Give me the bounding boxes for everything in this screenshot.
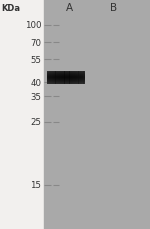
Bar <box>46 80 85 81</box>
Bar <box>46 83 85 84</box>
Bar <box>75 71 76 84</box>
Bar <box>67 71 68 84</box>
Bar <box>58 71 59 84</box>
Bar <box>53 71 54 84</box>
Text: A: A <box>65 3 73 13</box>
Bar <box>46 71 48 84</box>
Bar <box>61 71 62 84</box>
Text: 25: 25 <box>30 117 41 127</box>
Text: 100: 100 <box>25 21 41 30</box>
Bar <box>46 82 85 83</box>
Bar <box>69 71 71 84</box>
Bar <box>59 71 61 84</box>
Bar <box>81 71 82 84</box>
Bar <box>46 73 85 74</box>
Bar <box>71 71 72 84</box>
Bar <box>46 78 85 79</box>
Bar <box>83 71 85 84</box>
Bar <box>78 71 80 84</box>
Bar <box>46 72 85 73</box>
Bar <box>57 71 58 84</box>
Text: 40: 40 <box>30 79 41 88</box>
Bar <box>54 71 56 84</box>
Text: 55: 55 <box>30 56 41 65</box>
Bar <box>46 74 85 75</box>
Text: B: B <box>110 3 118 13</box>
Bar <box>52 71 53 84</box>
Text: 70: 70 <box>30 38 41 47</box>
Bar <box>49 71 51 84</box>
Bar <box>66 71 67 84</box>
Bar <box>46 79 85 80</box>
Bar <box>82 71 84 84</box>
Bar <box>77 71 79 84</box>
Bar <box>63 71 64 84</box>
Text: 15: 15 <box>30 180 41 189</box>
Text: 35: 35 <box>30 92 41 101</box>
Bar <box>46 81 85 82</box>
Bar <box>76 71 77 84</box>
Bar <box>46 73 85 74</box>
Bar <box>80 71 81 84</box>
Bar <box>46 83 85 84</box>
Bar <box>46 77 85 78</box>
Bar <box>46 78 85 79</box>
Text: KDa: KDa <box>2 4 21 13</box>
Bar <box>48 71 49 84</box>
Bar <box>50 71 52 84</box>
Bar <box>46 82 85 83</box>
Bar <box>46 72 85 73</box>
Bar <box>72 71 74 84</box>
Bar <box>46 71 85 72</box>
Bar <box>46 75 85 76</box>
Bar <box>73 71 75 84</box>
Bar <box>62 71 63 84</box>
Bar <box>46 76 85 77</box>
Bar <box>46 77 85 78</box>
Bar <box>44 0 150 229</box>
Bar <box>64 71 66 84</box>
Bar <box>68 71 70 84</box>
Bar <box>56 71 57 84</box>
